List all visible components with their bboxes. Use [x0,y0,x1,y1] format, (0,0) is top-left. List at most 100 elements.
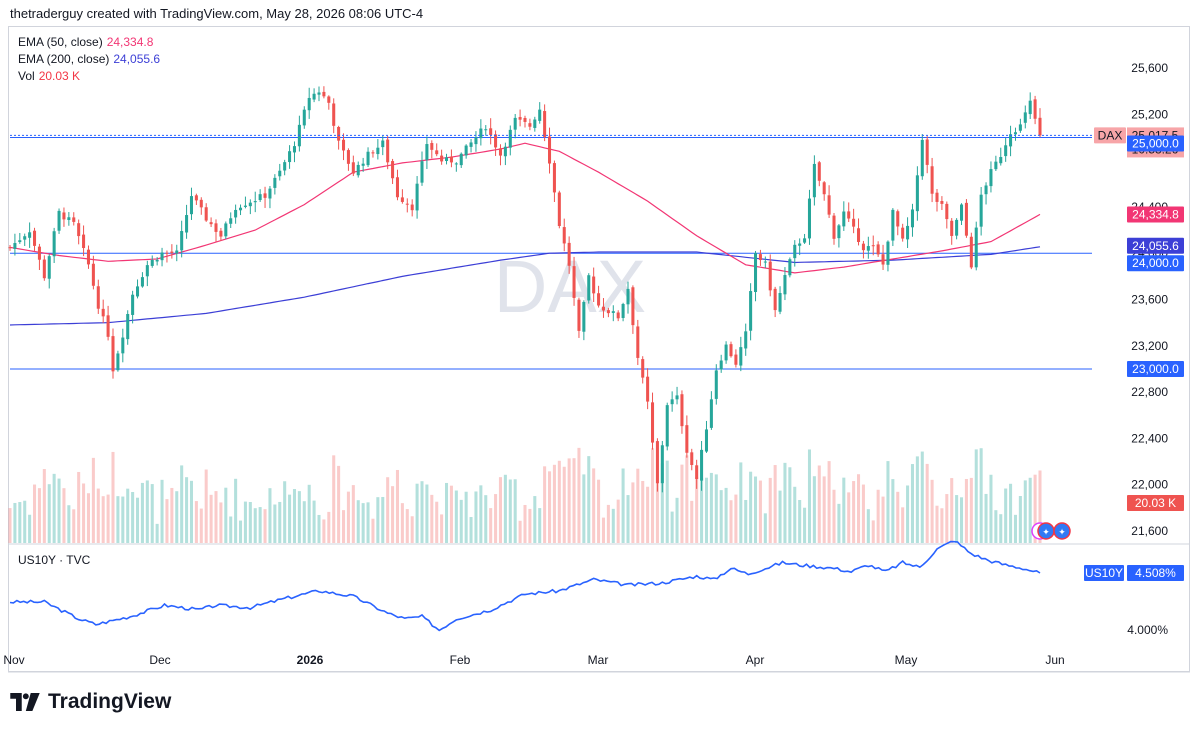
candle-body [768,261,772,291]
volume-bar [979,448,983,543]
volume-bar [803,507,807,543]
volume-bar [425,484,429,543]
candle-body [601,306,605,311]
candle-body [700,449,704,481]
level-24000-tag-bg [1127,255,1184,272]
volume-bar [498,477,502,543]
candle-body [430,143,434,150]
volume-bar [636,468,640,543]
volume-bar [337,465,341,543]
legend-ema50[interactable]: EMA (50, close) 24,334.8 [18,35,153,49]
volume-bar [754,476,758,543]
candle-body [57,210,61,231]
volume-bar [935,505,939,543]
us10y-symbol-tag-bg [1084,565,1124,581]
candle-body [479,128,483,139]
volume-bar [459,499,463,543]
candle-body [675,395,679,400]
volume-bars [8,447,1042,543]
time-tick-label: Nov [3,653,24,667]
candle-body [62,212,66,220]
volume-bar [685,455,689,543]
candle-body [994,161,998,170]
volume-bar [960,497,964,543]
candle-body [734,354,738,365]
candle-body [400,197,404,202]
candle-body [920,139,924,177]
candle-body [611,311,615,313]
us10y-symbol-tag: US10Y [1085,566,1123,580]
price-tick-label: 25,600 [1131,61,1168,75]
candle-body [435,150,439,155]
volume-bar [528,508,532,543]
candle-body [729,344,733,357]
volume-bar [356,500,360,543]
level-24000-tag: 24,000.0 [1132,256,1179,270]
volume-bar [474,491,478,543]
volume-bar [601,517,605,543]
volume-bar [214,491,218,543]
candle-body [150,259,154,266]
candle-body [592,276,596,294]
candle-body [469,142,473,147]
volume-bar [646,486,650,543]
candle-body [366,151,370,166]
candle-body [518,117,522,120]
candle-body [405,203,409,205]
time-tick-label: May [895,653,918,667]
candle-body [258,194,262,201]
us10y-value-tag-bg [1127,565,1184,581]
candle-body [28,232,32,238]
volume-tag-bg [1127,495,1184,511]
volume-bar [886,461,890,543]
candle-body [1018,124,1022,131]
volume-bar [587,456,591,543]
volume-bar [695,476,699,543]
volume-bar [744,499,748,543]
volume-bar [964,478,968,543]
time-axis[interactable]: Nov Dec 2026 Feb Mar Apr May Jun [3,653,1064,667]
tradingview-brand[interactable]: TradingView [10,690,171,714]
volume-bar [994,510,998,543]
candle-body [391,161,395,179]
volume-bar [361,503,365,543]
volume-bar [518,520,522,543]
candle-body [842,211,846,227]
economic-event-icon[interactable] [1053,522,1071,540]
candle-body [665,405,669,447]
candle-body [783,275,787,295]
candle-body [13,243,17,249]
volume-bar [469,517,473,543]
candle-body [523,117,527,122]
legend-vol[interactable]: Vol 20.03 K [18,69,80,83]
candle-body [1038,117,1042,136]
volume-bar [8,508,12,543]
candle-body [454,163,458,165]
us10y-value-tag: 4.508% [1135,566,1176,580]
volume-bar [52,473,56,543]
event-icons[interactable]: ✦ ✦ [1031,522,1071,540]
volume-bar [508,479,512,543]
candle-body [646,376,650,402]
volume-bar [807,449,811,543]
legend-ema200[interactable]: EMA (200, close) 24,055.6 [18,52,160,66]
candle-body [503,146,507,157]
legend-us10y[interactable]: US10Y · TVC [18,553,90,567]
candle-body [204,207,208,221]
volume-bar [449,485,453,543]
candle-body [597,293,601,306]
volume-bar [901,507,905,543]
volume-bar [562,466,566,543]
volume-tag: 20.03 K [1135,496,1176,510]
candle-body [896,211,900,227]
candle-body [660,445,664,484]
volume-bar [999,514,1003,543]
candle-body [935,192,939,202]
candle-body [145,265,149,277]
volume-bar [185,477,189,543]
volume-bar [783,462,787,543]
dax-symbol-tag: DAX [1098,128,1123,142]
candle-body [793,244,797,259]
price-tick-label: 23,200 [1131,339,1168,353]
